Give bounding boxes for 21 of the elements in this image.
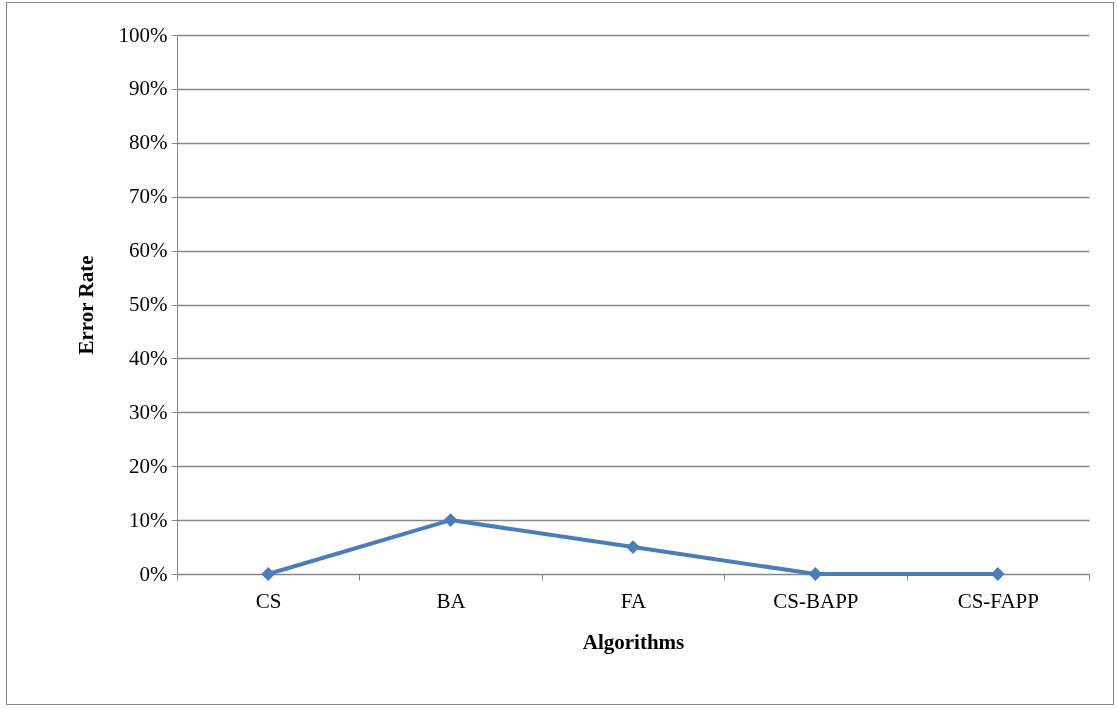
y-tick-label: 30% <box>129 399 168 424</box>
x-tick-label: FA <box>620 588 647 613</box>
y-axis-title: Error Rate <box>73 255 98 355</box>
point <box>808 567 823 581</box>
y-tick-label: 70% <box>129 184 168 209</box>
x-tick-label: CS-BAPP <box>773 588 859 613</box>
y-tick-label: 10% <box>129 507 168 532</box>
y-tick-label: 0% <box>139 561 168 586</box>
point <box>261 567 276 581</box>
y-tick-label: 40% <box>129 345 168 370</box>
x-tick-label: CS-FAPP <box>957 588 1039 613</box>
y-tick-label: 20% <box>129 453 168 478</box>
y-tick-label: 100% <box>118 22 168 47</box>
point <box>443 513 458 527</box>
y-tick-label: 60% <box>129 238 168 263</box>
x-axis-title: Algorithms <box>582 629 685 654</box>
x-tick-label: CS <box>255 588 282 613</box>
y-tick-label: 50% <box>129 292 168 316</box>
y-tick-label: 80% <box>129 130 168 155</box>
y-tick-label: 90% <box>129 76 168 101</box>
x-tick-label: BA <box>436 588 467 613</box>
